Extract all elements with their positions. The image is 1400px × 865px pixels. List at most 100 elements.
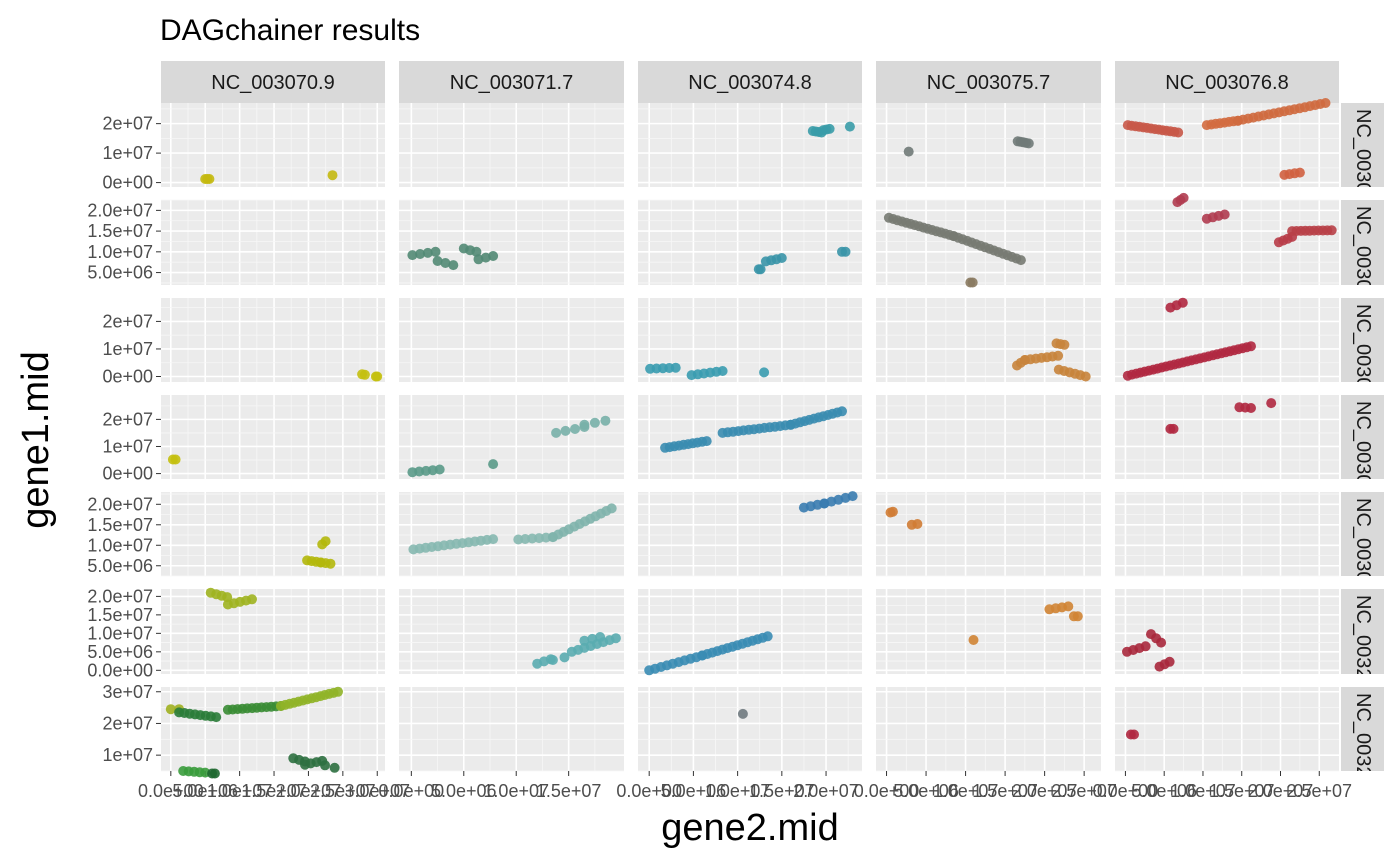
data-point (887, 506, 898, 517)
data-point (327, 170, 338, 181)
data-point (434, 464, 445, 475)
panel-r0-c0 (161, 103, 385, 187)
data-point (559, 652, 570, 663)
x-tick-label: 2.5e+07 (310, 781, 376, 801)
row-strip-1 (1341, 200, 1384, 285)
panel-r3-c4 (1115, 395, 1339, 479)
panel-r3-c0 (161, 395, 385, 479)
data-point (847, 491, 858, 502)
x-tick-label: 5.0e+06 (431, 781, 497, 801)
data-point (440, 258, 451, 268)
y-tick-label: 1.5e+07 (87, 221, 153, 241)
x-tick-label: 2.0e+07 (276, 781, 342, 801)
data-point (170, 454, 181, 465)
row-strip-3 (1341, 395, 1384, 479)
data-point (320, 760, 330, 771)
y-tick-label: 1.0e+07 (87, 623, 153, 643)
panel-r6-c3 (876, 687, 1101, 771)
x-tick-label: 2.0e+07 (793, 781, 859, 801)
panel-r0-c2 (638, 103, 862, 187)
x-tick-label: 1.0e+07 (933, 781, 999, 801)
data-point (359, 369, 370, 380)
data-point (912, 519, 923, 529)
data-point (737, 708, 748, 719)
data-point (1059, 339, 1070, 350)
row-strip-label-6: NC_003280.10 (1352, 693, 1374, 828)
y-tick-label: 2e+07 (102, 114, 153, 134)
data-point (1053, 350, 1064, 361)
col-strip-2 (638, 61, 862, 103)
panel-r2-c1 (399, 298, 624, 382)
chart-title: DAGchainer results (160, 14, 420, 47)
data-point (488, 251, 499, 261)
panel-r1-c2 (638, 200, 862, 285)
data-point (372, 371, 383, 382)
x-tick-label: 5.0e+06 (172, 781, 238, 801)
data-point (579, 635, 590, 646)
data-point (1294, 167, 1305, 178)
y-tick-label: 2.0e+07 (87, 586, 153, 606)
col-strip-3 (876, 61, 1101, 103)
data-point (1140, 641, 1151, 652)
data-point (759, 367, 770, 378)
panel-r6-c4 (1115, 687, 1339, 771)
col-strip-0 (161, 61, 385, 103)
x-tick-label: 1.0e+07 (1170, 781, 1236, 801)
data-point (1072, 611, 1083, 622)
y-tick-label: 2e+07 (102, 713, 153, 733)
x-tick-label: 0.0e+00 (616, 781, 682, 801)
row-strip-0 (1341, 103, 1384, 187)
data-point (1246, 403, 1256, 413)
data-point (1173, 127, 1184, 138)
y-tick-label: 5.0e+06 (87, 263, 153, 283)
x-tick-label: 0.0e+00 (1093, 781, 1159, 801)
x-tick-label: 1.0e+07 (207, 781, 273, 801)
panel-r6-c2 (638, 687, 862, 771)
x-tick-label: 0.0e+00 (138, 781, 204, 801)
x-tick-label: 5.0e+06 (1131, 781, 1197, 801)
row-strip-4 (1341, 492, 1384, 576)
col-strip-label-2: NC_003074.8 (688, 72, 811, 94)
data-point (1063, 601, 1074, 612)
data-point (587, 633, 598, 644)
col-strip-label-3: NC_003075.7 (927, 72, 1050, 94)
panel-r4-c0 (161, 492, 385, 576)
data-point (407, 250, 418, 261)
data-point (967, 277, 978, 288)
row-strip-label-5: NC_003279.8 (1352, 595, 1374, 718)
panel-r1-c0 (161, 200, 385, 285)
panel-r3-c2 (638, 395, 862, 479)
data-point (1178, 192, 1189, 203)
col-strip-label-0: NC_003070.9 (211, 72, 334, 94)
data-point (570, 424, 580, 434)
data-point (1023, 138, 1034, 149)
y-tick-label: 1.0e+07 (87, 242, 153, 262)
data-point (837, 406, 847, 417)
y-tick-label: 3e+07 (102, 682, 153, 702)
col-strip-label-1: NC_003071.7 (450, 72, 573, 94)
panel-r0-c1 (399, 103, 624, 187)
data-point (329, 762, 340, 773)
row-strip-6 (1341, 687, 1384, 771)
panel-r4-c3 (876, 492, 1101, 576)
y-tick-label: 1e+07 (102, 745, 153, 765)
data-point (211, 712, 222, 723)
x-tick-label: 0.0e+00 (379, 781, 445, 801)
data-point (1320, 98, 1331, 108)
row-strip-label-2: NC_003074.8 (1352, 304, 1374, 427)
y-axis-title: gene1.mid (15, 351, 57, 528)
data-point (320, 536, 331, 547)
x-tick-label: 5.0e+06 (661, 781, 727, 801)
data-point (488, 534, 499, 545)
panel-r3-c3 (876, 395, 1101, 479)
x-tick-label: 1.5e+07 (972, 781, 1038, 801)
panel-r0-c4 (1115, 103, 1339, 187)
data-point (1246, 341, 1256, 352)
data-point (717, 366, 728, 376)
x-tick-label: 0.0e+00 (854, 781, 920, 801)
data-point (903, 146, 914, 157)
data-point (701, 436, 712, 447)
data-point (1080, 371, 1091, 382)
y-tick-label: 2e+07 (102, 311, 153, 331)
x-tick-label: 2.5e+07 (1286, 781, 1352, 801)
